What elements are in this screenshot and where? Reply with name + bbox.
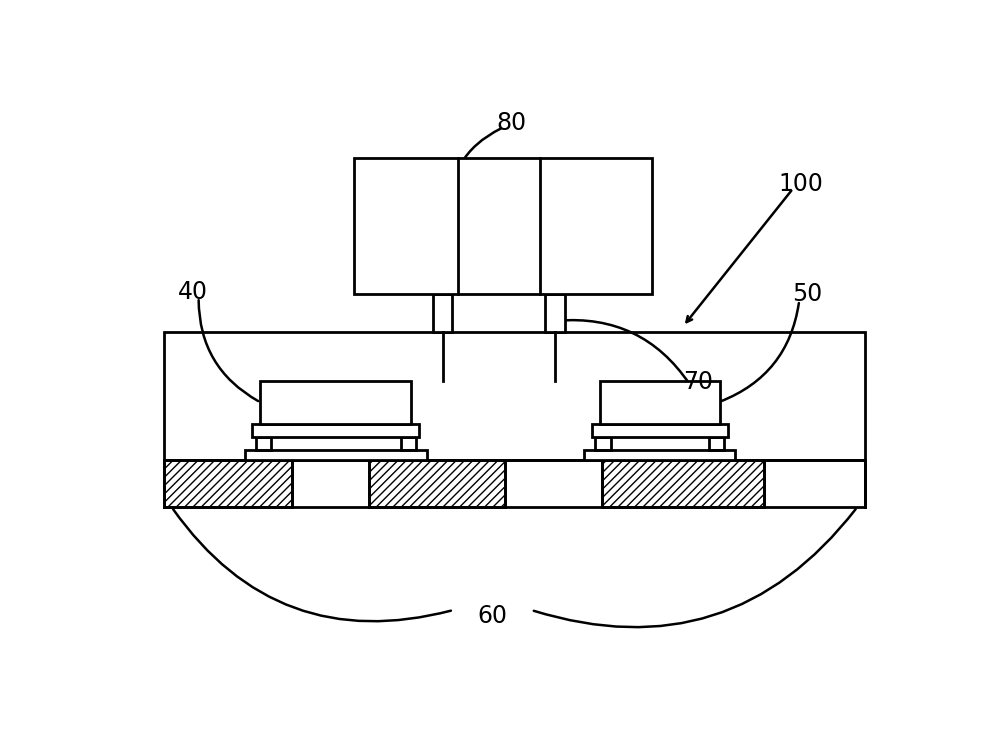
Bar	[354, 158, 652, 295]
Bar	[600, 380, 720, 424]
Text: 60: 60	[477, 604, 507, 627]
Bar	[369, 460, 505, 507]
Bar	[433, 295, 452, 333]
Bar	[164, 460, 292, 507]
Bar	[602, 460, 764, 507]
Bar	[592, 424, 728, 437]
Bar	[584, 450, 735, 460]
Text: 50: 50	[792, 283, 822, 306]
Text: 70: 70	[684, 370, 714, 394]
Text: 40: 40	[178, 280, 208, 304]
Text: 80: 80	[496, 110, 526, 135]
Bar	[245, 450, 427, 460]
Bar	[164, 333, 865, 460]
Text: 100: 100	[778, 172, 823, 196]
Bar	[252, 424, 419, 437]
Bar	[260, 380, 411, 424]
Bar	[545, 295, 565, 333]
